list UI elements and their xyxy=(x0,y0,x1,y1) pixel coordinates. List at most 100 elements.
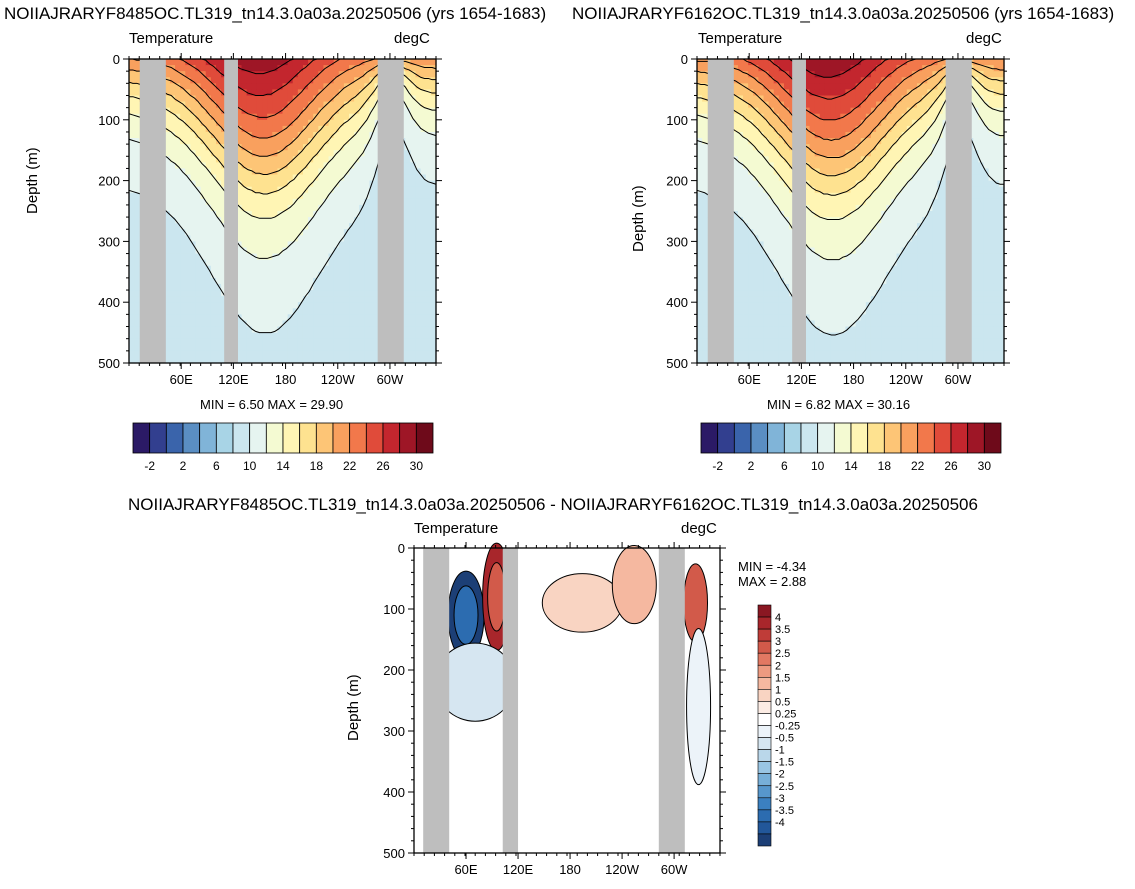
isotherm-18 xyxy=(696,65,1004,177)
isotherm-12 xyxy=(128,92,437,259)
colorbar-swatch xyxy=(757,821,772,835)
panel-a-frame xyxy=(128,58,437,364)
panel-c-units-label: degC xyxy=(681,520,717,537)
difference-anomaly-3 xyxy=(487,562,507,632)
isotherm-22 xyxy=(129,58,436,139)
colorbar-swatch xyxy=(265,422,284,454)
colorbar-label-26: 26 xyxy=(944,459,958,473)
panel-c-colorbar: 43.532.521.510.50.25-0.25-0.5-1-1.5-2-2.… xyxy=(757,604,800,847)
colorbar-swatch xyxy=(332,422,351,454)
panel-b-variable-label: Temperature xyxy=(698,30,783,47)
colorbar-label-18: 18 xyxy=(878,459,892,473)
colorbar-swatch xyxy=(757,749,772,762)
colorbar-swatch xyxy=(757,761,772,775)
colorbar-swatch xyxy=(399,422,417,454)
land-mask-0 xyxy=(139,59,166,363)
colorbar-label-3: 3 xyxy=(775,636,781,648)
colorbar-swatch xyxy=(800,422,819,454)
colorbar-swatch xyxy=(215,422,234,454)
colorbar-swatch xyxy=(132,422,151,454)
isotherm-24 xyxy=(129,58,436,118)
isotherm-10 xyxy=(128,128,437,334)
colorbar-swatch xyxy=(757,737,772,750)
colorbar-swatch xyxy=(783,422,802,454)
colorbar-swatch xyxy=(315,422,334,454)
colorbar-label--2.5: -2.5 xyxy=(775,781,794,793)
panel-c-axes: 0 100 200 300 400 500 60E 120E 180 120W 60W xyxy=(383,541,726,877)
colorbar-swatch xyxy=(757,676,772,690)
colorbar-label-6: 6 xyxy=(213,459,220,473)
colorbar-swatch xyxy=(415,422,434,454)
panel-c-title: NOIIAJRARYF8485OC.TL319_tn14.3.0a03a.202… xyxy=(128,495,978,514)
ytick-label-100: 100 xyxy=(383,602,405,617)
colorbar-swatch xyxy=(817,422,835,454)
colorbar-label--4: -4 xyxy=(775,817,785,829)
colorbar-swatch xyxy=(165,422,184,454)
colorbar-label-22: 22 xyxy=(343,459,357,473)
land-mask-1 xyxy=(224,59,238,363)
colorbar-swatch xyxy=(900,422,919,454)
panel-a-units-label: degC xyxy=(394,30,430,47)
land-mask-0 xyxy=(707,59,734,363)
difference-anomaly-7 xyxy=(434,642,516,722)
colorbar-label-10: 10 xyxy=(243,459,257,473)
panel-b-colorbar: -2 2 6 10 14 18 22 26 30 xyxy=(700,422,1002,473)
colorbar-label--1.5: -1.5 xyxy=(775,757,794,769)
panel-b-units-label: degC xyxy=(966,30,1002,47)
xtick-label-180: 180 xyxy=(843,372,865,387)
land-mask-1 xyxy=(792,59,806,363)
colorbar-swatch xyxy=(299,422,317,454)
xtick-label-120E: 120E xyxy=(218,372,249,387)
ytick-label-200: 200 xyxy=(383,663,405,678)
colorbar-label-14: 14 xyxy=(844,459,858,473)
colorbar-swatch xyxy=(757,713,772,726)
panel-a-colorbar: -2 2 6 10 14 18 22 26 30 xyxy=(132,422,434,473)
ytick-label-300: 300 xyxy=(383,724,405,739)
colorbar-swatch xyxy=(950,422,969,454)
land-mask-0 xyxy=(423,548,450,853)
panel-b-title: NOIIAJRARYF6162OC.TL319_tn14.3.0a03a.202… xyxy=(572,4,1115,23)
difference-anomaly-4 xyxy=(541,573,623,633)
xtick-label-120E: 120E xyxy=(503,862,534,877)
colorbar-label-10: 10 xyxy=(811,459,825,473)
isotherm-20 xyxy=(129,59,437,157)
ytick-label-0: 0 xyxy=(681,52,688,67)
colorbar-label-2: 2 xyxy=(748,459,755,473)
panel-c-stats-max: MAX = 2.88 xyxy=(738,574,807,589)
ytick-label-0: 0 xyxy=(113,52,120,67)
panel-c-variable-label: Temperature xyxy=(414,520,499,537)
panel-a-contour-plot xyxy=(128,58,437,364)
colorbar-swatch xyxy=(757,833,772,847)
panel-b-frame xyxy=(696,58,1005,364)
colorbar-label-2: 2 xyxy=(775,660,781,672)
colorbar-swatch xyxy=(757,725,772,738)
colorbar-swatch xyxy=(933,422,952,454)
colorbar-label-4: 4 xyxy=(775,612,781,624)
difference-anomaly-1 xyxy=(453,585,479,645)
isotherm-28 xyxy=(129,58,436,75)
colorbar-label-2.5: 2.5 xyxy=(775,648,790,660)
panel-a-title: NOIIAJRARYF8485OC.TL319_tn14.3.0a03a.202… xyxy=(4,4,547,23)
colorbar-label-0.5: 0.5 xyxy=(775,696,790,708)
colorbar-label--2: -2 xyxy=(775,769,785,781)
colorbar-label-30: 30 xyxy=(410,459,424,473)
colorbar-label--0.25: -0.25 xyxy=(775,721,800,733)
difference-anomaly-5 xyxy=(611,545,657,625)
colorbar-swatch xyxy=(757,616,772,630)
colorbar-label--1: -1 xyxy=(775,745,785,757)
colorbar-swatch xyxy=(850,422,869,454)
ytick-label-200: 200 xyxy=(98,174,120,189)
colorbar-swatch xyxy=(382,422,401,454)
colorbar-swatch xyxy=(757,652,772,666)
xtick-label-120W: 120W xyxy=(605,862,640,877)
colorbar-swatch xyxy=(700,422,719,454)
panel-c-ylabel: Depth (m) xyxy=(345,674,362,741)
colorbar-swatch xyxy=(282,422,301,454)
panel-b-axes: 0 100 200 300 400 500 60E 120E 180 120W 60W xyxy=(666,52,1010,387)
isotherm-14 xyxy=(128,79,436,219)
colorbar-label-1: 1 xyxy=(775,684,781,696)
colorbar-swatch xyxy=(757,701,772,714)
land-mask-1 xyxy=(502,548,519,853)
land-mask-2 xyxy=(377,59,404,363)
colorbar-swatch xyxy=(757,797,772,811)
